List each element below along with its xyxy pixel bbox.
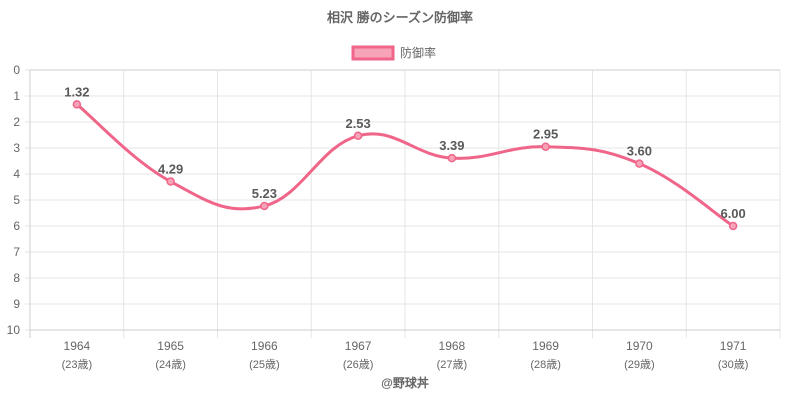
y-tick-label: 2 [13, 115, 20, 129]
x-tick-sublabel: (24歳) [155, 358, 186, 371]
x-tick-sublabel: (26歳) [343, 358, 374, 371]
x-tick-label: 1965 [157, 339, 184, 353]
data-label: 2.95 [533, 127, 558, 142]
y-tick-label: 7 [13, 245, 20, 259]
y-tick-label: 6 [13, 219, 20, 233]
x-tick-sublabel: (30歳) [718, 358, 749, 371]
x-tick-label: 1970 [626, 339, 653, 353]
y-tick-label: 4 [13, 167, 20, 181]
data-labels: 1.32 4.29 5.23 2.53 3.39 2.95 3.60 6.00 [64, 84, 746, 221]
data-label: 3.60 [627, 144, 652, 159]
x-tick-sublabel: (29歳) [624, 358, 655, 371]
x-tick-sublabel: (27歳) [437, 358, 468, 371]
x-axis-label: @野球丼 [381, 375, 429, 390]
x-tick-label: 1968 [439, 339, 466, 353]
x-tick-sublabel: (28歳) [530, 358, 561, 371]
y-axis-ticks: 0 1 2 3 4 5 6 7 8 9 10 [7, 63, 21, 337]
data-point[interactable] [447, 153, 457, 163]
data-point[interactable] [260, 201, 269, 211]
data-point[interactable] [541, 142, 550, 151]
data-point[interactable] [353, 131, 363, 141]
data-label: 5.23 [252, 186, 277, 201]
y-tick-label: 3 [13, 141, 20, 155]
data-point[interactable] [72, 100, 82, 109]
x-tick-sublabel: (25歳) [249, 358, 280, 371]
x-tick-label: 1969 [532, 339, 559, 353]
data-point[interactable] [728, 221, 738, 231]
x-tick-label: 1966 [251, 339, 278, 353]
legend-label: 防御率 [400, 45, 436, 60]
y-tick-label: 0 [13, 63, 20, 77]
data-label: 1.32 [64, 84, 89, 99]
data-point[interactable] [166, 177, 175, 186]
y-tick-label: 1 [13, 89, 20, 103]
x-tick-label: 1971 [720, 339, 747, 353]
data-point[interactable] [635, 159, 644, 168]
x-tick-sublabel: (23歳) [62, 358, 93, 371]
data-points [72, 100, 738, 231]
grid [25, 69, 781, 338]
legend-swatch [351, 45, 395, 61]
legend[interactable]: 防御率 [351, 45, 436, 61]
y-tick-label: 8 [13, 271, 20, 285]
data-label: 4.29 [158, 162, 183, 177]
data-label: 3.39 [439, 138, 464, 153]
x-axis-ticks: 1964 (23歳) 1965 (24歳) 1966 (25歳) 1967 (26歳) 1968… [62, 339, 749, 371]
y-tick-label: 9 [13, 297, 20, 311]
x-tick-label: 1964 [64, 339, 91, 353]
y-tick-label: 10 [7, 323, 21, 337]
data-label: 6.00 [720, 206, 745, 221]
chart-title: 相沢 勝のシーズン防御率 [327, 10, 473, 25]
y-tick-label: 5 [13, 193, 20, 207]
x-tick-label: 1967 [345, 339, 372, 353]
data-label: 2.53 [345, 116, 370, 131]
